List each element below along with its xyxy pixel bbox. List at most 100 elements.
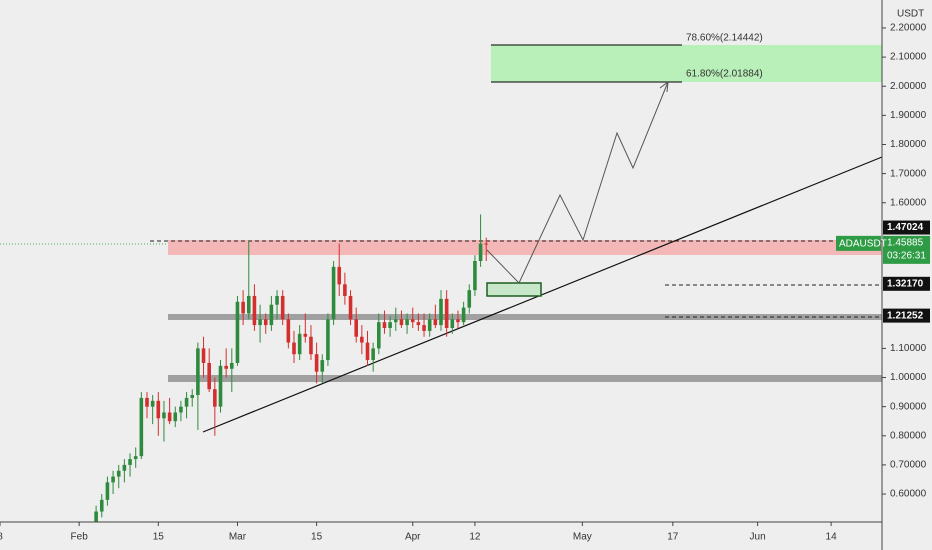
price-label-text: 1.47024 <box>887 222 924 233</box>
price-label-text: 1.21252 <box>887 310 924 321</box>
candle-body <box>360 336 364 343</box>
candle-body <box>105 482 110 500</box>
candle-body <box>184 397 189 407</box>
fib-label: 78.60%(2.14442) <box>686 33 763 44</box>
candle-body <box>167 412 172 422</box>
candle-body <box>467 290 472 308</box>
candle-body <box>207 362 211 390</box>
y-tick-label: 1.90000 <box>890 110 927 121</box>
symbol-tag: ADAUSDT <box>839 238 887 249</box>
candle-body <box>252 295 257 326</box>
y-tick-label: 1.10000 <box>890 343 927 354</box>
candle-body <box>275 295 279 305</box>
candle-body <box>116 470 121 477</box>
candle-body <box>382 322 387 328</box>
candle-body <box>314 354 319 372</box>
candle-body <box>190 394 195 398</box>
price-label: 1.32170 <box>883 276 930 291</box>
candle-body <box>213 389 217 407</box>
candle-body <box>427 319 432 331</box>
candle-body <box>292 342 296 355</box>
candle-body <box>484 243 489 245</box>
candle-body <box>196 348 200 395</box>
x-tick-label: 15 <box>153 532 165 543</box>
candle-body <box>371 348 375 361</box>
candle-body <box>280 295 285 320</box>
candle-body <box>433 319 438 326</box>
y-tick-label: 0.60000 <box>890 489 927 500</box>
candle-body <box>218 365 223 407</box>
price-label-box <box>883 220 930 235</box>
candle-body <box>201 348 206 363</box>
y-tick-label: 0.70000 <box>890 460 927 471</box>
candle-body <box>94 511 98 522</box>
price-label: 1.47024 <box>883 220 930 235</box>
candle-body <box>377 322 381 349</box>
candle-body <box>111 476 115 483</box>
x-tick-label: 17 <box>667 532 679 543</box>
candle-body <box>320 360 325 372</box>
candle-body <box>286 319 291 343</box>
y-tick-label: 1.80000 <box>890 139 927 150</box>
y-tick-label: 2.10000 <box>890 52 927 63</box>
x-tick-label: May <box>573 532 592 543</box>
candle-body <box>365 342 370 361</box>
candle-body <box>179 406 183 413</box>
candle-body <box>456 319 460 323</box>
candle-body <box>258 319 262 326</box>
candle-body <box>439 298 443 326</box>
candles <box>94 214 489 522</box>
candle-body <box>173 412 178 422</box>
x-tick-label: Jun <box>750 532 766 543</box>
candle-body <box>145 397 149 407</box>
quote-unit: USDT <box>897 9 924 20</box>
projection-arrow <box>659 80 669 93</box>
fib-label: 61.80%(2.01884) <box>686 69 763 80</box>
candle-body <box>230 362 234 369</box>
last-price-box <box>883 235 930 264</box>
candle-body <box>246 295 251 314</box>
candle-body <box>139 397 144 457</box>
candle-body <box>337 266 342 285</box>
y-tick-label: 2.00000 <box>890 81 927 92</box>
y-tick-label: 1.70000 <box>890 168 927 179</box>
candle-body <box>473 261 477 291</box>
x-tick-label: Feb <box>71 532 89 543</box>
candle-body <box>343 284 347 296</box>
symbol-tag-box <box>836 235 881 251</box>
x-tick-label: Mar <box>229 532 247 543</box>
candle-body <box>393 319 398 323</box>
price-label: 1.21252 <box>883 308 930 323</box>
candle-body <box>235 301 240 363</box>
support-zone <box>168 375 882 382</box>
candle-body <box>263 319 268 326</box>
candle-body <box>162 412 166 419</box>
entry-box <box>486 282 542 297</box>
candle-body <box>388 322 392 328</box>
y-tick-label: 1.60000 <box>890 197 927 208</box>
resistance-zone <box>168 240 882 255</box>
candle-body <box>405 319 409 326</box>
x-tick-label: 8 <box>0 532 3 543</box>
candle-body <box>399 319 404 326</box>
candle-body <box>444 298 449 328</box>
candle-body <box>156 400 161 419</box>
candle-body <box>410 319 415 323</box>
last-price-value: 1.45885 <box>887 237 924 248</box>
candle-body <box>150 400 155 407</box>
candle-body <box>269 304 274 326</box>
candle-body <box>99 499 104 512</box>
candle-body <box>331 266 336 320</box>
candle-body <box>326 319 330 361</box>
candle-body <box>422 325 426 331</box>
support-zone <box>168 314 882 320</box>
x-tick-label: Apr <box>405 532 421 543</box>
candle-body <box>478 243 483 261</box>
candle-body <box>303 333 308 337</box>
candle-body <box>241 301 245 314</box>
candle-body <box>461 307 466 323</box>
y-tick-label: 0.90000 <box>890 401 927 412</box>
candle-body <box>122 464 127 471</box>
x-tick-label: 15 <box>311 532 323 543</box>
